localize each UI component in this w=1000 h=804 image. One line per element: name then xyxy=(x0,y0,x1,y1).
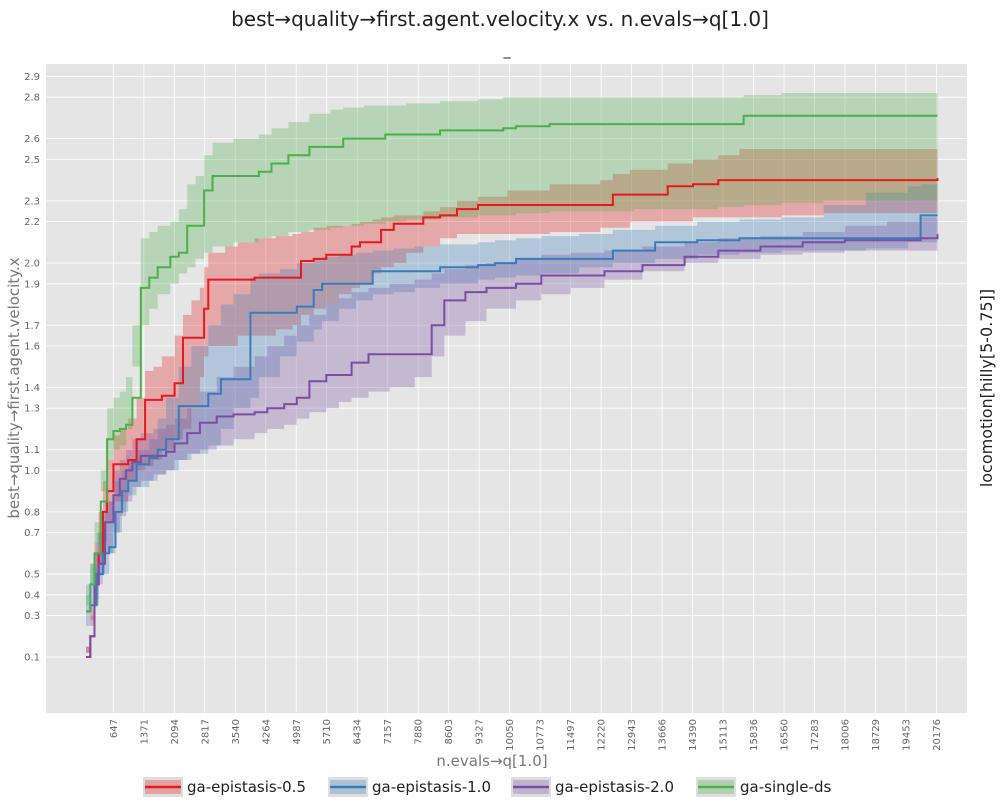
x-tick-label: 9327 xyxy=(475,719,486,744)
y-tick-label: 2.2 xyxy=(24,217,40,228)
x-tick-label: 10773 xyxy=(536,719,547,751)
y-tick-label: 0.3 xyxy=(24,611,40,622)
x-tick-label: 16560 xyxy=(780,719,791,751)
legend-label: ga-single-ds xyxy=(740,778,831,796)
y-tick-label: 0.5 xyxy=(24,570,40,581)
legend-label: ga-epistasis-2.0 xyxy=(555,778,674,796)
series-line-ga-epistasis-2.0 xyxy=(86,234,939,658)
x-tick-label: 12220 xyxy=(597,719,608,751)
x-tick-label: 6434 xyxy=(353,719,364,744)
x-tick-label: 20176 xyxy=(932,719,943,751)
y-tick-label: 0.4 xyxy=(24,590,40,601)
legend: ga-epistasis-0.5 ga-epistasis-1.0 ga-epist… xyxy=(143,777,831,797)
x-tick-label: 14390 xyxy=(688,719,699,751)
plot-area xyxy=(46,64,967,713)
legend-item-ga-single-ds: ga-single-ds xyxy=(696,777,831,797)
series-band-ga-epistasis-0.5 xyxy=(86,149,938,657)
y-tick-label: 2.8 xyxy=(24,93,40,104)
legend-item-ga-epistasis-2.0: ga-epistasis-2.0 xyxy=(511,777,674,797)
chart-subtitle: _ xyxy=(503,43,512,59)
x-tick-label: 12943 xyxy=(627,719,638,751)
x-axis-title: n.evals→q[1.0] xyxy=(436,752,547,770)
chart-title: best→quality→first.agent.velocity.x vs. … xyxy=(231,7,769,31)
legend-label: ga-epistasis-1.0 xyxy=(372,778,491,796)
y-tick-label: 0.8 xyxy=(24,507,40,518)
series-band-ga-single-ds xyxy=(86,93,938,626)
y-tick-label: 2.9 xyxy=(24,72,40,83)
series-lines xyxy=(86,114,939,658)
y-tick-label: 1.4 xyxy=(24,383,40,394)
x-tick-label: 18729 xyxy=(871,719,882,751)
x-tick-label: 647 xyxy=(109,719,120,738)
facet-label: locomotion[hilly[5-0.75]] xyxy=(977,289,996,487)
x-tick-label: 5710 xyxy=(322,719,333,744)
x-tick-label: 4987 xyxy=(292,719,303,744)
x-tick-label: 18006 xyxy=(841,719,852,751)
x-tick-label: 7880 xyxy=(414,719,425,744)
legend-item-ga-epistasis-1.0: ga-epistasis-1.0 xyxy=(328,777,491,797)
x-tick-labels: 647 1371 2094 2817 3540 4264 4987 5710 6434 7157 7… xyxy=(109,719,943,751)
y-tick-labels: 0.1 0.3 0.4 0.5 0.7 0.8 1.0 1.1 1.3 1.4 1.6 1.7 1.9 2… xyxy=(24,72,40,664)
x-tick-label: 19453 xyxy=(902,719,913,751)
x-tick-label: 2094 xyxy=(170,719,181,744)
y-axis-title: best→quality→first.agent.velocity.x xyxy=(5,257,23,518)
y-tick-label: 2.6 xyxy=(24,134,40,145)
x-tick-label: 10050 xyxy=(505,719,516,751)
y-tick-label: 1.7 xyxy=(24,321,40,332)
x-tick-label: 15836 xyxy=(749,719,760,751)
series-band-ga-epistasis-1.0 xyxy=(86,184,938,637)
x-tick-label: 8603 xyxy=(444,719,455,744)
x-tick-label: 3540 xyxy=(231,719,242,744)
y-tick-label: 1.3 xyxy=(24,404,40,415)
x-tick-label: 1371 xyxy=(139,719,150,744)
y-tick-label: 2.0 xyxy=(24,259,40,270)
x-tick-label: 13666 xyxy=(658,719,669,751)
y-tick-label: 1.1 xyxy=(24,445,40,456)
series-line-ga-epistasis-0.5 xyxy=(86,178,939,658)
x-tick-label: 4264 xyxy=(261,719,272,744)
confidence-bands xyxy=(86,93,938,662)
grid-lines xyxy=(46,64,967,713)
x-tick-label: 7157 xyxy=(383,719,394,744)
x-tick-label: 17283 xyxy=(810,719,821,751)
legend-item-ga-epistasis-0.5: ga-epistasis-0.5 xyxy=(143,777,306,797)
series-band-ga-epistasis-2.0 xyxy=(86,217,938,662)
x-tick-label: 11497 xyxy=(566,719,577,751)
legend-label: ga-epistasis-0.5 xyxy=(187,778,306,796)
series-line-ga-single-ds xyxy=(86,114,938,613)
y-tick-label: 1.6 xyxy=(24,341,40,352)
y-tick-label: 0.7 xyxy=(24,528,40,539)
x-tick-label: 15113 xyxy=(719,719,730,751)
y-tick-label: 2.3 xyxy=(24,196,40,207)
x-tick-label: 2817 xyxy=(200,719,211,744)
series-line-ga-epistasis-1.0 xyxy=(86,214,938,613)
y-tick-label: 2.5 xyxy=(24,155,40,166)
y-tick-label: 1.0 xyxy=(24,466,40,477)
y-tick-label: 1.9 xyxy=(24,279,40,290)
y-tick-label: 0.1 xyxy=(24,653,40,664)
